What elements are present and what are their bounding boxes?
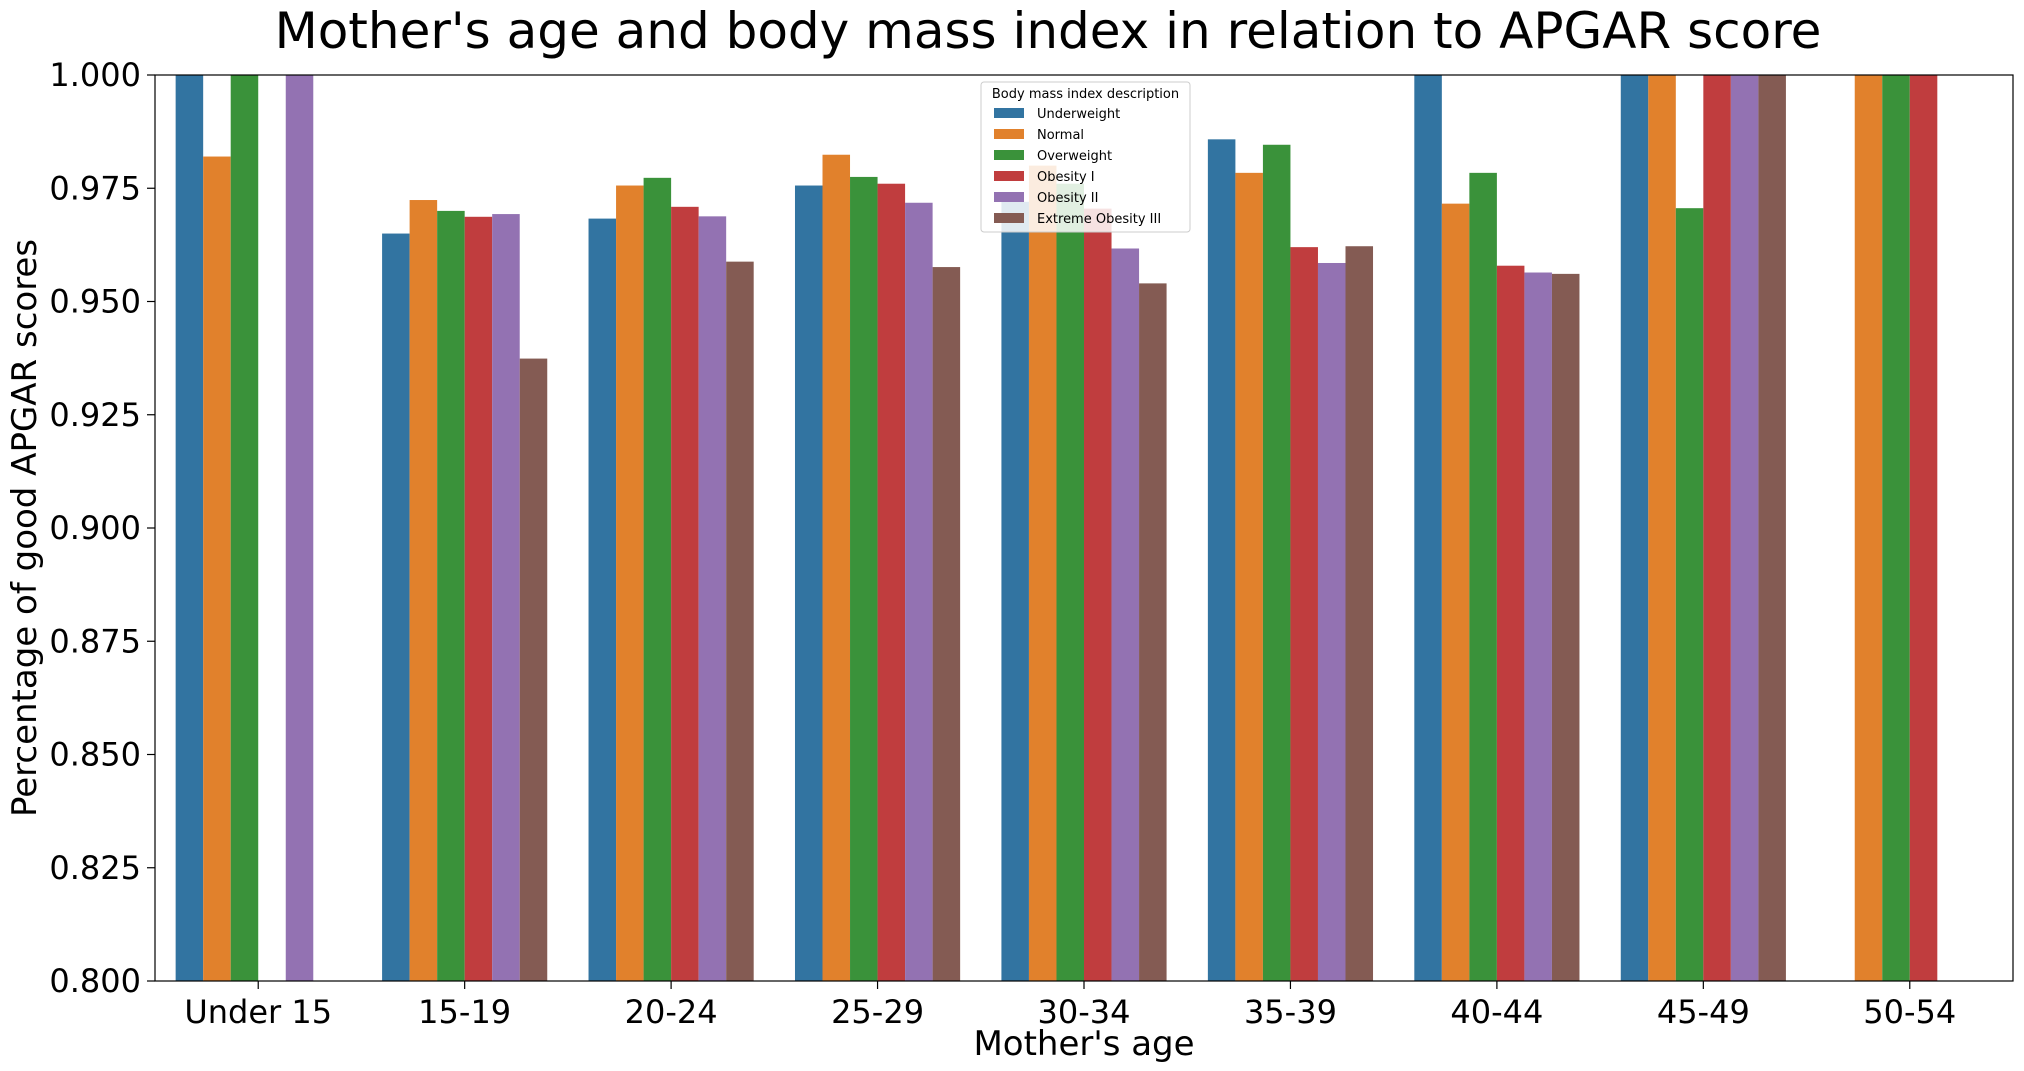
y-tick-label: 0.800 (49, 962, 141, 1000)
y-tick-label: 0.875 (49, 622, 141, 660)
x-axis: Under 15 15-19 20-24 25-29 30-34 35-39 40-44 45… (184, 981, 1956, 1031)
bar-obesity-ii-2 (698, 216, 727, 982)
x-tick-label: 25-29 (831, 993, 924, 1031)
bar-normal-8 (1854, 75, 1883, 981)
bar-extreme-obesity-iii-2 (726, 261, 754, 981)
legend-label: Obesity II (1037, 191, 1098, 206)
y-tick-label: 0.900 (49, 509, 141, 547)
x-tick-label: 15-19 (418, 993, 511, 1031)
x-tick-label: 40-44 (1450, 993, 1543, 1031)
bar-underweight-2 (588, 218, 617, 982)
bar-obesity-i-4 (1084, 208, 1112, 981)
bar-extreme-obesity-iii-1 (519, 358, 548, 982)
bar-normal-5 (1235, 172, 1263, 982)
x-tick-label: 20-24 (625, 993, 718, 1031)
bar-overweight-5 (1262, 144, 1291, 981)
legend: Body mass index description Underweight N… (980, 81, 1191, 233)
legend-label: Extreme Obesity III (1037, 212, 1161, 227)
bar-underweight-4 (1001, 201, 1029, 982)
bar-overweight-0 (230, 75, 259, 981)
bar-obesity-ii-0 (285, 75, 314, 981)
y-tick-label: 0.975 (49, 169, 141, 207)
x-tick-label: 50-54 (1863, 993, 1956, 1031)
y-tick-label: 1.000 (49, 56, 141, 94)
bars-group (175, 75, 1938, 982)
legend-label: Obesity I (1037, 170, 1095, 185)
legend-swatch (994, 108, 1024, 118)
bar-obesity-ii-7 (1730, 75, 1759, 981)
y-tick-label: 0.825 (49, 849, 141, 887)
bar-overweight-1 (437, 210, 465, 981)
bar-extreme-obesity-iii-5 (1345, 246, 1374, 982)
bar-obesity-i-6 (1496, 265, 1525, 982)
bar-underweight-7 (1620, 75, 1649, 981)
x-tick-label: 35-39 (1244, 993, 1337, 1031)
legend-label: Normal (1037, 128, 1084, 143)
legend-title: Body mass index description (992, 87, 1179, 102)
y-axis-label: Percentage of good APGAR scores (5, 239, 45, 817)
x-tick-label: 30-34 (1038, 993, 1131, 1031)
bar-underweight-6 (1414, 75, 1442, 981)
legend-label: Overweight (1037, 149, 1112, 164)
legend-swatch (994, 150, 1024, 160)
bar-normal-2 (616, 185, 644, 981)
y-tick-label: 0.950 (49, 283, 141, 321)
x-tick-label: 45-49 (1657, 993, 1750, 1031)
bar-extreme-obesity-iii-4 (1139, 283, 1167, 981)
y-tick-label: 0.850 (49, 736, 141, 774)
bar-extreme-obesity-iii-3 (932, 267, 961, 981)
bar-underweight-5 (1207, 139, 1236, 981)
legend-swatch (994, 129, 1024, 139)
bar-overweight-6 (1469, 172, 1497, 982)
x-axis-label: Mother's age (973, 1024, 1194, 1064)
x-tick-label: Under 15 (184, 993, 332, 1031)
bar-obesity-i-2 (671, 206, 699, 981)
bar-underweight-3 (794, 185, 823, 981)
bar-extreme-obesity-iii-7 (1758, 75, 1786, 981)
legend-label: Underweight (1037, 107, 1120, 122)
bar-overweight-7 (1675, 208, 1704, 981)
y-axis: 0.800 0.825 0.850 0.875 0.900 0.925 0.950 0.975… (49, 56, 155, 1000)
legend-swatch (994, 192, 1024, 202)
bar-obesity-i-1 (464, 216, 493, 982)
bar-obesity-i-8 (1909, 75, 1938, 981)
bar-overweight-2 (643, 177, 672, 981)
chart-title: Mother's age and body mass index in rela… (275, 2, 1822, 60)
bar-obesity-i-3 (877, 183, 906, 982)
legend-swatch (994, 213, 1024, 223)
bar-normal-6 (1441, 203, 1470, 981)
bar-normal-1 (409, 200, 438, 981)
y-tick-label: 0.925 (49, 396, 141, 434)
bar-obesity-ii-1 (492, 214, 520, 981)
bar-extreme-obesity-iii-6 (1551, 273, 1580, 981)
bar-obesity-ii-4 (1111, 248, 1140, 981)
bar-normal-4 (1028, 165, 1057, 982)
bar-underweight-1 (382, 233, 410, 982)
bar-normal-3 (822, 154, 851, 982)
bar-obesity-i-5 (1290, 247, 1318, 981)
bar-obesity-ii-5 (1317, 262, 1346, 981)
bar-overweight-3 (850, 176, 878, 982)
bar-obesity-i-7 (1703, 75, 1731, 981)
bar-normal-0 (203, 156, 231, 982)
bar-obesity-ii-6 (1524, 272, 1552, 981)
bar-overweight-8 (1882, 75, 1910, 981)
bar-obesity-ii-3 (905, 202, 933, 981)
legend-box (980, 81, 1191, 233)
bar-underweight-0 (175, 75, 204, 981)
legend-swatch (994, 171, 1024, 181)
bar-normal-7 (1648, 75, 1676, 981)
bar-overweight-4 (1056, 183, 1084, 982)
